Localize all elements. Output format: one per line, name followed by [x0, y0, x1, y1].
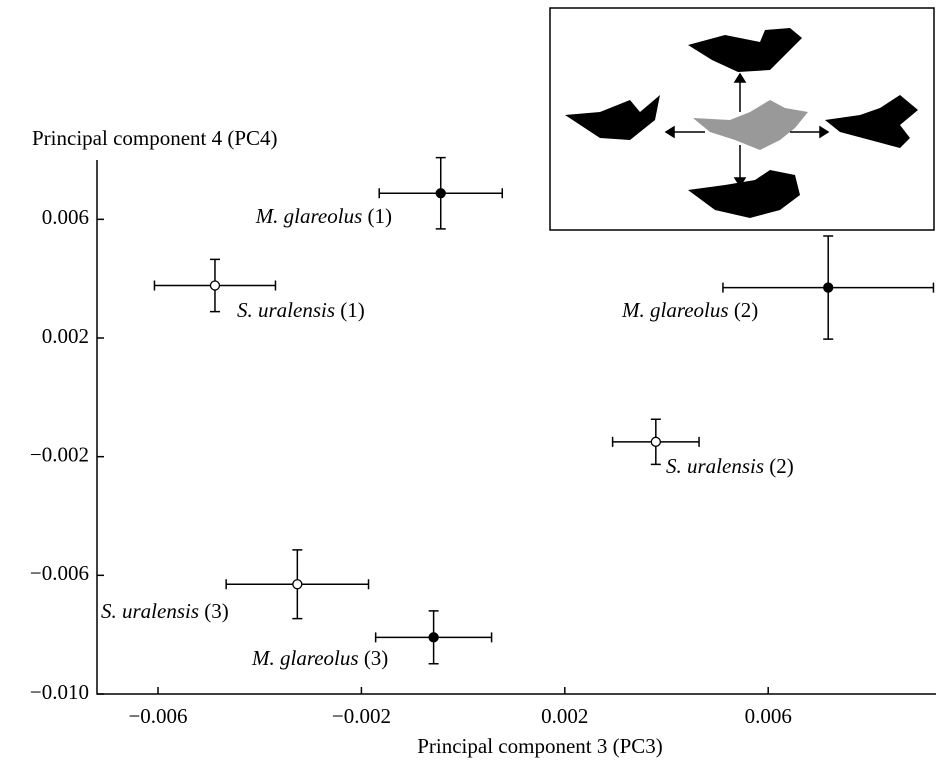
x-tick-label: 0.002 — [541, 704, 588, 728]
point — [292, 579, 303, 590]
inset — [549, 7, 935, 231]
point-group: M. glareolus (1) — [255, 156, 504, 230]
group: (1) — [368, 204, 393, 228]
x-tick-label: 0.006 — [745, 704, 792, 728]
species: M. glareolus — [251, 646, 359, 670]
y-tick-label: 0.002 — [42, 324, 89, 348]
point-label: S. uralensis (2) — [666, 454, 794, 478]
species: M. glareolus — [255, 204, 363, 228]
y-axis-title: Principal component 4 (PC4) — [32, 126, 278, 150]
point-label: M. glareolus (3) — [251, 646, 388, 670]
species: S. uralensis — [666, 454, 764, 478]
point-group: S. uralensis (2) — [611, 418, 794, 478]
group: (3) — [364, 646, 389, 670]
y-tick-label: 0.006 — [42, 205, 89, 229]
point-label: M. glareolus (2) — [621, 298, 758, 322]
point — [650, 436, 661, 447]
species: S. uralensis — [101, 599, 199, 623]
species: S. uralensis — [237, 298, 335, 322]
x-axis-title: Principal component 3 (PC3) — [417, 734, 663, 758]
point-label: M. glareolus (1) — [255, 204, 392, 228]
point-label: S. uralensis (3) — [101, 599, 229, 623]
y-tick-label: −0.002 — [30, 442, 89, 466]
point — [435, 188, 446, 199]
x-tick-label: −0.002 — [332, 704, 391, 728]
point-group: M. glareolus (2) — [621, 235, 935, 340]
x-tick-label: −0.006 — [128, 704, 187, 728]
y-tick-label: −0.010 — [30, 680, 89, 704]
point-group: M. glareolus (3) — [251, 610, 493, 670]
group: (2) — [734, 298, 759, 322]
point — [209, 280, 221, 291]
y-tick-label: −0.006 — [30, 561, 89, 585]
point — [823, 282, 834, 293]
group: (1) — [340, 298, 365, 322]
point-label: S. uralensis (1) — [237, 298, 365, 322]
point-group: S. uralensis (3) — [101, 549, 370, 623]
species: M. glareolus — [621, 298, 729, 322]
group: (2) — [769, 454, 794, 478]
group: (3) — [204, 599, 229, 623]
point-group: S. uralensis (1) — [153, 258, 365, 322]
point — [428, 632, 439, 643]
